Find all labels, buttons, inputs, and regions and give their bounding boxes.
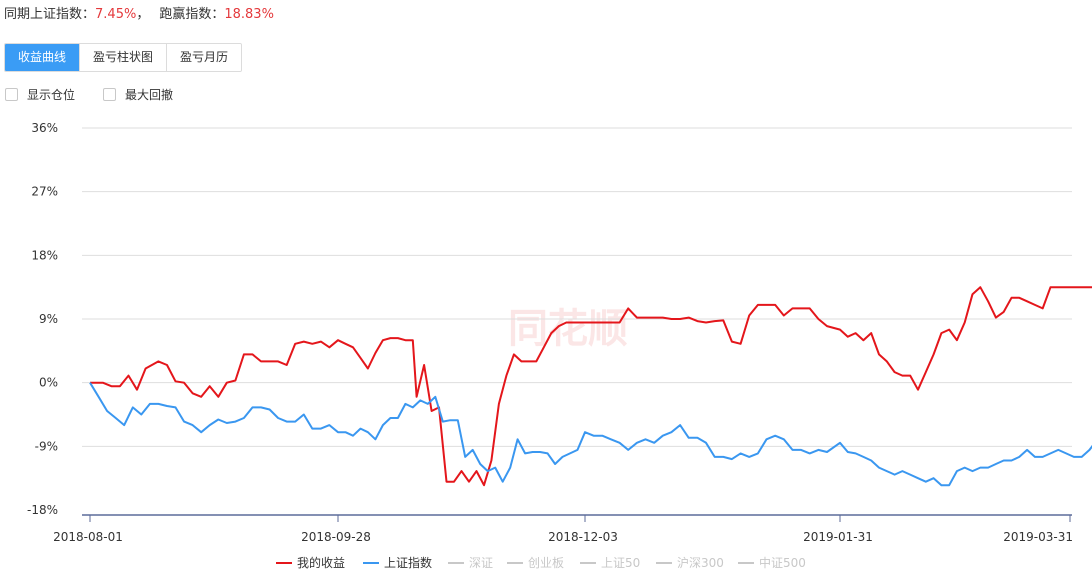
x-tick-label: 2018-08-01 [53,530,123,544]
y-tick-label: 9% [39,312,58,326]
series-line-shanghai-index [89,382,1092,487]
legend-label: 中证500 [759,555,806,570]
legend-item[interactable]: 上证50 [580,556,640,570]
legend-item[interactable]: 上证指数 [363,555,432,570]
benchmark-summary: 同期上证指数：7.45%， 跑赢指数：18.83% [4,3,274,22]
grid [82,127,1072,447]
max-drawdown-checkbox[interactable]: 最大回撤 [103,86,173,103]
excess-value: 18.83% [224,7,274,22]
legend-label: 深证 [469,556,493,570]
legend-item[interactable]: 深证 [448,556,493,570]
tab-return-curve[interactable]: 收益曲线 [5,44,81,71]
y-tick-label: 36% [31,121,58,135]
chart-tabs: 收益曲线 盈亏柱状图 盈亏月历 [4,43,243,72]
legend-item[interactable]: 中证500 [738,555,806,570]
legend-label: 上证50 [601,556,640,570]
y-axis: 36% 27% 18% 9% 0% -9% -18% [27,121,58,517]
x-tick-label: 2018-09-28 [301,530,371,544]
x-tick-label: 2018-12-03 [548,530,618,544]
summary-separator: ， [136,7,150,22]
benchmark-value: 7.45% [95,7,137,22]
show-position-checkbox[interactable]: 显示仓位 [5,86,75,103]
legend-item[interactable]: 创业板 [507,556,564,570]
y-tick-label: -18% [27,503,58,517]
tab-pnl-bar-chart[interactable]: 盈亏柱状图 [80,44,168,71]
series-line-my-return [90,286,1092,487]
legend-item[interactable]: 我的收益 [276,555,345,570]
legend-label: 创业板 [528,556,564,570]
legend-label: 我的收益 [297,555,345,570]
checkbox-box[interactable] [5,88,18,101]
legend: 我的收益 上证指数 深证 创业板 上证50 沪深300 中证500 [276,555,806,570]
chart-options: 显示仓位 最大回撤 [5,86,173,103]
watermark-text: 同花顺 [508,306,628,352]
y-tick-label: 27% [31,185,58,199]
x-tick-label: 2019-01-31 [803,530,873,544]
legend-label: 沪深300 [677,556,724,570]
benchmark-label: 同期上证指数： [4,7,96,22]
y-tick-label: 18% [31,248,58,262]
series-lines [89,286,1092,487]
checkbox-box[interactable] [103,88,117,101]
legend-item[interactable]: 沪深300 [656,556,724,570]
legend-label: 上证指数 [384,555,432,570]
x-axis: 2018-08-01 2018-09-28 2018-12-03 2019-01-31… [53,514,1073,544]
x-tick-label: 2019-03-31 [1003,530,1073,544]
y-tick-label: 0% [39,376,58,390]
max-drawdown-label: 最大回撤 [125,88,174,102]
excess-label: 跑赢指数： [159,7,225,22]
y-tick-label: -9% [35,439,58,453]
tab-pnl-calendar[interactable]: 盈亏月历 [167,44,242,71]
show-position-label: 显示仓位 [27,88,76,102]
